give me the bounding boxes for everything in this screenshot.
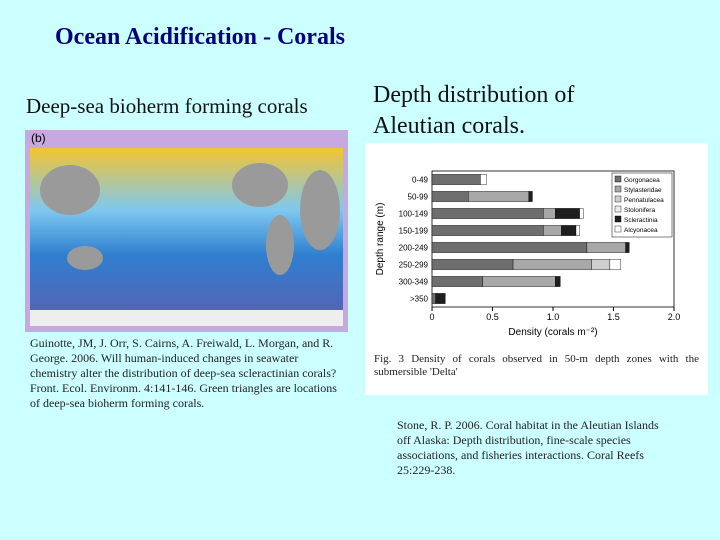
bar-segment xyxy=(586,242,626,253)
map-caption: Guinotte, JM, J. Orr, S. Cairns, A. Frei… xyxy=(30,336,337,410)
bar-segment xyxy=(591,259,611,270)
heading-line: Aleutian corals. xyxy=(373,113,525,139)
legend-label: Stolonifera xyxy=(624,207,655,214)
legend-swatch xyxy=(614,225,622,233)
x-tick-label: 0 xyxy=(429,312,434,322)
legend-swatch xyxy=(614,195,622,203)
x-tick-label: 2.0 xyxy=(668,312,681,322)
bar-segment xyxy=(625,242,630,253)
chart: Depth range (m) Density (corals m⁻²) 0 0.… xyxy=(375,170,681,338)
legend-label: Gorgonacea xyxy=(624,177,660,184)
bar-segment xyxy=(480,174,487,185)
y-tick-label: 250-299 xyxy=(399,261,429,270)
y-tick-label: 200-249 xyxy=(399,244,429,253)
bar-segment xyxy=(561,225,577,236)
citation: Stone, R. P. 2006. Coral habitat in the … xyxy=(397,418,659,477)
bar-segment xyxy=(543,225,562,236)
coral-map: (b) xyxy=(25,130,348,332)
bar-segment xyxy=(555,208,580,219)
x-axis-label: Density (corals m⁻²) xyxy=(508,327,597,338)
bar-segment xyxy=(431,225,544,236)
bar-segment xyxy=(555,276,561,287)
land xyxy=(266,215,294,275)
legend-swatch xyxy=(614,205,622,213)
legend-label: Scleractinia xyxy=(624,217,658,224)
slide-title: Ocean Acidification - Corals xyxy=(55,24,345,50)
x-tick-label: 1.5 xyxy=(607,312,620,322)
bar-segment xyxy=(435,293,446,304)
x-tick-label: 1.0 xyxy=(547,312,560,322)
legend-swatch xyxy=(614,175,622,183)
bar-segment xyxy=(579,208,584,219)
bar-segment xyxy=(609,259,621,270)
bar-segment xyxy=(575,225,580,236)
legend-label: Pennatulacea xyxy=(624,197,664,204)
left-heading: Deep-sea bioherm forming corals xyxy=(26,94,308,118)
legend-label: Alcyonacea xyxy=(624,227,658,234)
bar-segment xyxy=(431,276,484,287)
bar-segment xyxy=(431,191,469,202)
right-heading: Depth distribution of Aleutian corals. xyxy=(373,80,574,142)
bar-segment xyxy=(543,208,556,219)
land xyxy=(300,170,340,250)
y-tick-label: 100-149 xyxy=(399,210,429,219)
bar-segment xyxy=(431,259,514,270)
chart-panel: Depth range (m) Density (corals m⁻²) 0 0.… xyxy=(365,143,708,395)
y-tick-label: >350 xyxy=(410,295,429,304)
bar-segment xyxy=(468,191,530,202)
bar-segment xyxy=(482,276,556,287)
bar-segment xyxy=(431,242,588,253)
legend-label: Stylasteridae xyxy=(624,187,662,194)
y-tick-label: 150-199 xyxy=(399,227,429,236)
legend-swatch xyxy=(614,215,622,223)
land xyxy=(232,163,288,207)
bar-segment xyxy=(431,174,481,185)
bar-segment xyxy=(431,293,436,304)
x-tick-label: 0.5 xyxy=(486,312,499,322)
bar-segment xyxy=(528,191,533,202)
bar-segment xyxy=(431,208,544,219)
y-axis-label: Depth range (m) xyxy=(375,203,386,276)
land xyxy=(67,246,103,270)
figure-label: (b) xyxy=(31,131,46,145)
land xyxy=(40,165,100,215)
y-tick-label: 0-49 xyxy=(412,176,429,185)
figure-caption: Fig. 3 Density of corals observed in 50-… xyxy=(374,353,699,378)
bar-segment xyxy=(512,259,592,270)
legend-box xyxy=(611,172,673,238)
legend-swatch xyxy=(614,185,622,193)
antarctica xyxy=(30,310,343,326)
heading-line: Depth distribution of xyxy=(373,82,575,108)
y-tick-label: 50-99 xyxy=(408,193,429,202)
y-tick-label: 300-349 xyxy=(399,278,429,287)
